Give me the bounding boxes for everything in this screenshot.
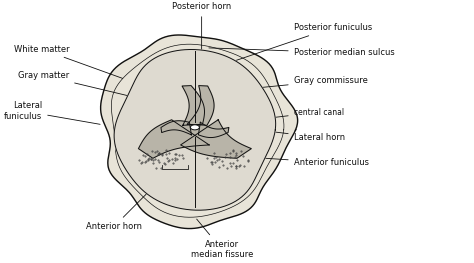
Text: Anterior
median fissure: Anterior median fissure (191, 219, 253, 259)
Text: Lateral
funiculus: Lateral funiculus (4, 101, 100, 124)
Text: White matter: White matter (14, 44, 123, 78)
Text: Posterior horn: Posterior horn (172, 2, 231, 83)
Text: Posterior funiculus: Posterior funiculus (231, 23, 372, 62)
Text: Anterior horn: Anterior horn (86, 181, 159, 231)
Text: Lateral horn: Lateral horn (249, 129, 345, 142)
Polygon shape (161, 121, 191, 135)
Polygon shape (182, 85, 204, 125)
Text: Posterior median sulcus: Posterior median sulcus (209, 48, 394, 57)
Circle shape (191, 125, 200, 130)
Polygon shape (187, 85, 214, 125)
Polygon shape (114, 49, 276, 210)
Text: Gray commissure: Gray commissure (231, 76, 367, 90)
Polygon shape (181, 120, 251, 158)
Text: central canal: central canal (203, 108, 344, 126)
Text: Anterior funiculus: Anterior funiculus (258, 158, 369, 167)
Text: Gray matter: Gray matter (18, 71, 136, 98)
Polygon shape (100, 35, 298, 229)
Polygon shape (138, 120, 209, 158)
Ellipse shape (182, 120, 207, 134)
Polygon shape (199, 122, 229, 138)
